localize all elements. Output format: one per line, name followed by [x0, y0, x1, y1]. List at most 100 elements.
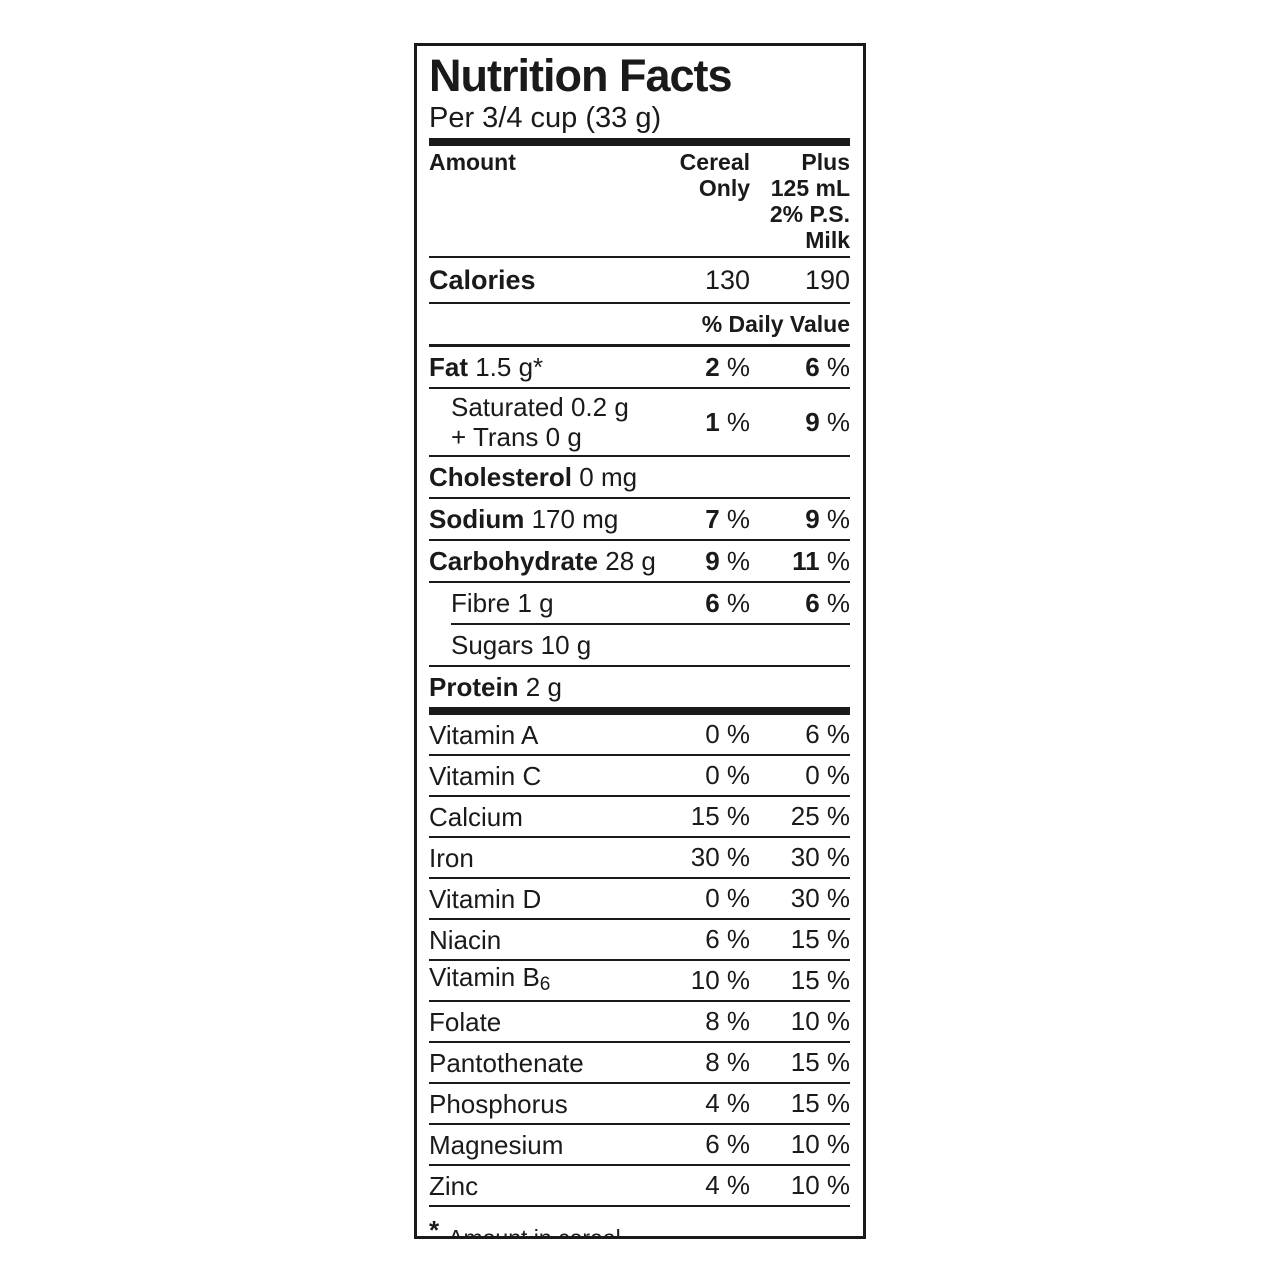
percent-number: 10: [790, 1006, 820, 1036]
nutrient-label-line: Saturated 0.2 g: [451, 392, 629, 422]
nutrient-label: Fibre 1 g: [451, 588, 554, 618]
milk-value: 15 %: [790, 1047, 850, 1077]
cereal-value: 6 %: [705, 587, 750, 618]
percent-number: 7: [705, 503, 720, 534]
cereal-value: 4 %: [705, 1088, 750, 1118]
divider: [429, 539, 850, 541]
subscript: 6: [539, 973, 551, 995]
cereal-only-column-header: Cereal Only: [679, 149, 750, 201]
milk-value: 6 %: [805, 587, 850, 618]
percent-number: 0: [805, 760, 820, 790]
divider: [429, 387, 850, 389]
thick-divider-top: [429, 138, 850, 146]
label-title: Nutrition Facts: [429, 50, 733, 101]
cereal-value: 0 %: [705, 760, 750, 790]
daily-value-header: % Daily Value: [701, 311, 850, 337]
milk-value: 9 %: [805, 406, 850, 437]
nutrient-label: Iron: [429, 842, 474, 873]
divider: [429, 665, 850, 667]
cereal-value: 8 %: [705, 1006, 750, 1036]
percent-number: 15: [790, 924, 820, 954]
cereal-value: 1 %: [705, 406, 750, 437]
divider: [429, 1041, 850, 1043]
cereal-value: 2 %: [705, 351, 750, 382]
percent-number: 30: [790, 883, 820, 913]
divider: [429, 1164, 850, 1166]
divider: [429, 918, 850, 920]
percent-number: 9: [805, 406, 820, 437]
percent-number: 0: [705, 760, 720, 790]
nutrient-name: Cholesterol: [429, 462, 573, 492]
nutrient-row: Sodium 170 mg 7 % 9 %: [429, 499, 850, 539]
percent-number: 6: [805, 719, 820, 749]
nutrient-row: Vitamin C 0 % 0 %: [429, 756, 850, 795]
divider: [429, 877, 850, 879]
divider: [429, 302, 850, 304]
cereal-value: 15 %: [690, 801, 750, 831]
milk-value: 15 %: [790, 965, 850, 995]
percent-number: 4: [705, 1170, 720, 1200]
nutrient-name: Carbohydrate: [429, 546, 599, 576]
percent-number: 11: [792, 545, 820, 576]
nutrient-row: Vitamin B6 10 % 15 %: [429, 961, 850, 1000]
nutrient-label: Vitamin C: [429, 760, 542, 791]
nutrient-label-line: + Trans 0 g: [451, 422, 582, 452]
nutrient-name: Protein: [429, 672, 519, 702]
nutrient-row: Pantothenate 8 % 15 %: [429, 1043, 850, 1082]
nutrient-label: Niacin: [429, 924, 502, 955]
nutrient-label: Saturated 0.2 g + Trans 0 g: [429, 392, 660, 452]
nutrient-row: Fibre 1 g 6 % 6 %: [429, 583, 850, 623]
nutrient-name: Sodium: [429, 504, 525, 534]
percent-number: 6: [705, 924, 720, 954]
footnote-text: Amount in cereal: [448, 1225, 621, 1239]
percent-number: 6: [805, 587, 820, 618]
cereal-value: 8 %: [705, 1047, 750, 1077]
percent-number: 15: [790, 1088, 820, 1118]
divider: [429, 1000, 850, 1002]
percent-number: 0: [705, 719, 720, 749]
nutrient-row: Protein 2 g: [429, 667, 850, 707]
nutrient-label: Folate: [429, 1006, 502, 1037]
nutrient-row: Zinc 4 % 10 %: [429, 1166, 850, 1205]
milk-value: 15 %: [790, 1088, 850, 1118]
cereal-value: 6 %: [705, 1129, 750, 1159]
cereal-value: 9 %: [705, 545, 750, 576]
milk-value: 30 %: [790, 883, 850, 913]
nutrient-label: Fat 1.5 g*: [429, 352, 544, 382]
milk-value: 6 %: [805, 351, 850, 382]
nutrient-label: Vitamin A: [429, 719, 539, 750]
percent-number: 6: [705, 1129, 720, 1159]
percent-number: 30: [690, 842, 720, 872]
divider: [429, 581, 850, 583]
percent-number: 6: [705, 587, 720, 618]
calories-label: Calories: [429, 265, 536, 295]
nutrient-row: Sugars 10 g: [429, 625, 850, 665]
cereal-value: 4 %: [705, 1170, 750, 1200]
nutrient-label: Protein 2 g: [429, 672, 562, 702]
percent-number: 15: [790, 965, 820, 995]
nutrition-facts-label: Nutrition Facts Per 3/4 cup (33 g) Amoun…: [414, 43, 866, 1239]
percent-number: 8: [705, 1047, 720, 1077]
nutrient-row: Magnesium 6 % 10 %: [429, 1125, 850, 1164]
nutrient-row: Vitamin A 0 % 6 %: [429, 715, 850, 754]
footnote: * Amount in cereal: [429, 1207, 850, 1239]
cereal-value: 7 %: [705, 503, 750, 534]
serving-size: Per 3/4 cup (33 g): [429, 102, 662, 134]
milk-value: 11 %: [792, 545, 850, 576]
nutrient-row: Fat 1.5 g* 2 % 6 %: [429, 347, 850, 387]
nutrient-row: Calcium 15 % 25 %: [429, 797, 850, 836]
nutrient-rows-section: Fat 1.5 g* 2 % 6 % Saturated 0.2 g + Trans 0…: [429, 347, 850, 707]
nutrient-row: Vitamin D 0 % 30 %: [429, 879, 850, 918]
percent-number: 8: [705, 1006, 720, 1036]
nutrient-row: Iron 30 % 30 %: [429, 838, 850, 877]
nutrient-label: Pantothenate: [429, 1047, 584, 1078]
divider: [429, 455, 850, 457]
divider: [429, 836, 850, 838]
nutrient-label: Sugars 10 g: [451, 630, 592, 660]
divider: [429, 754, 850, 756]
nutrient-row: Folate 8 % 10 %: [429, 1002, 850, 1041]
nutrient-row: Carbohydrate 28 g 9 % 11 %: [429, 541, 850, 581]
thick-divider-middle: [429, 707, 850, 715]
milk-value: 6 %: [805, 719, 850, 749]
calories-milk-value: 190: [804, 264, 850, 295]
